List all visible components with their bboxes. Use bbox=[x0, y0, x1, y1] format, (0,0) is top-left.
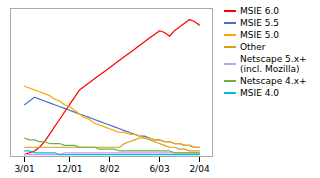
html-text:Other: Other bbox=[240, 42, 266, 52]
svg-text:6/03: 6/03 bbox=[149, 164, 169, 174]
svg-text:2/04: 2/04 bbox=[189, 164, 209, 174]
svg-text:3/01: 3/01 bbox=[14, 164, 34, 174]
html-text:MSIE 6.0: MSIE 6.0 bbox=[240, 6, 279, 16]
html-text:MSIE 4.0: MSIE 4.0 bbox=[240, 88, 279, 98]
html-text:Netscape 4.x+: Netscape 4.x+ bbox=[240, 76, 307, 86]
svg-text:8/02: 8/02 bbox=[99, 164, 119, 174]
html-text:MSIE 5.5: MSIE 5.5 bbox=[240, 18, 279, 28]
svg-text:12/01: 12/01 bbox=[57, 164, 83, 174]
html-text:MSIE 5.0: MSIE 5.0 bbox=[240, 30, 279, 40]
html-text:Netscape 5.x+ (incl. Mozilla): Netscape 5.x+ (incl. Mozilla) bbox=[240, 54, 307, 74]
